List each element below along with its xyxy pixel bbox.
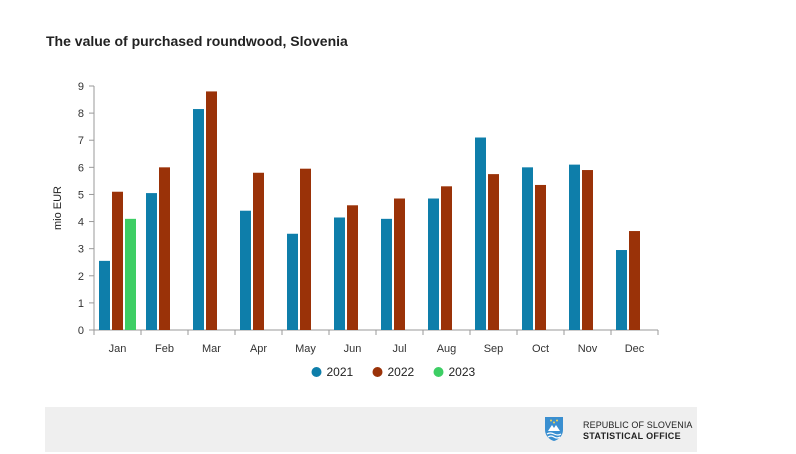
x-tick-label: Dec [625,343,645,355]
y-tick-label: 0 [78,325,84,337]
y-tick-label: 8 [78,108,84,120]
bar-2021-sep [475,137,486,330]
chart-title: The value of purchased roundwood, Sloven… [46,33,348,49]
bar-2021-apr [240,210,251,330]
bar-2022-sep [488,174,499,330]
y-axis-label: mio EUR [52,186,64,230]
legend-marker-2022 [372,367,383,377]
y-tick-label: 6 [78,162,84,174]
bar-2021-aug [428,198,439,330]
legend[interactable]: 2021 2022 2023 [311,365,476,379]
x-tick-label: Aug [437,343,457,355]
bar-2021-may [287,233,298,330]
legend-item-2022[interactable]: 2022 [372,365,415,379]
bar-2022-oct [535,184,546,330]
bar-2021-jan [99,260,110,330]
chart: mio EUR 0 1 2 3 4 5 6 7 8 9 Jan Feb Mar Apr May Jun Jul… [52,81,659,379]
x-axis: Jan Feb Mar Apr May Jun Jul Aug Sep Oct Nov Dec [93,329,659,355]
bar-2022-jan [112,191,123,330]
bar-2021-mar [193,109,204,331]
y-tick-label: 7 [78,135,84,147]
legend-item-2021[interactable]: 2021 [311,365,354,379]
bar-2022-apr [253,172,264,330]
x-tick-label: May [295,343,316,355]
bar-2022-mar [206,91,217,330]
bar-2022-aug [441,186,452,330]
y-axis-label-group: mio EUR [52,186,64,230]
x-tick-label: Sep [484,343,504,355]
legend-label-2021: 2021 [327,365,354,379]
footer-text: REPUBLIC OF SLOVENIA STATISTICAL OFFICE [583,420,693,442]
bar-2021-feb [146,193,157,330]
footer-line-1: REPUBLIC OF SLOVENIA [583,420,693,430]
y-tick-label: 1 [78,298,84,310]
x-tick-label: Jul [392,343,406,355]
footer-line-2: STATISTICAL OFFICE [583,431,681,441]
legend-marker-2021 [311,367,322,377]
bar-2022-feb [159,167,170,330]
y-tick-label: 4 [78,217,84,229]
y-tick-label: 2 [78,271,84,283]
y-tick-label: 5 [78,189,84,201]
x-tick-label: Jan [109,343,127,355]
bar-2022-nov [582,170,593,330]
y-tick-label: 3 [78,244,84,256]
x-tick-label: Mar [202,343,221,355]
legend-marker-2023 [433,367,444,377]
x-tick-label: Feb [155,343,174,355]
y-tick-label: 9 [78,81,84,93]
bar-2021-nov [569,164,580,330]
footer: REPUBLIC OF SLOVENIA STATISTICAL OFFICE [45,407,697,452]
legend-label-2023: 2023 [449,365,476,379]
bar-2021-jun [334,217,345,330]
bar-2021-dec [616,250,627,330]
legend-label-2022: 2022 [388,365,415,379]
bar-2022-may [300,168,311,330]
bar-2022-jul [394,198,405,330]
coat-of-arms-icon [545,417,563,441]
bar-2022-dec [629,231,640,330]
x-tick-label: Oct [532,343,549,355]
legend-item-2023[interactable]: 2023 [433,365,476,379]
x-tick-label: Apr [250,343,267,355]
bar-2023-jan [125,218,136,330]
bar-2021-oct [522,167,533,330]
bars [99,91,640,331]
y-axis: 0 1 2 3 4 5 6 7 8 9 [78,81,95,337]
x-tick-label: Nov [578,343,598,355]
bar-2021-jul [381,218,392,330]
x-tick-label: Jun [344,343,362,355]
bar-2022-jun [347,205,358,330]
